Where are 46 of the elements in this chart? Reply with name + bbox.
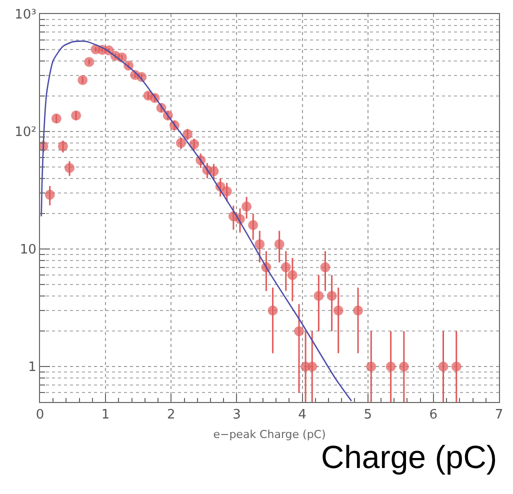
point [64,162,75,173]
text: Charge (pC) [321,439,498,475]
point [386,362,396,372]
x-tick-label: 3 [232,408,241,423]
point [451,362,462,372]
point [78,75,88,86]
y-tick-label: 10³ [14,8,36,23]
point [280,262,291,272]
point [320,262,330,272]
point [287,270,298,280]
point [248,220,258,230]
point [242,202,252,212]
point [189,139,200,150]
point [58,141,68,152]
point [366,362,376,372]
point [268,306,278,316]
x-tick-label: 6 [429,408,438,423]
x-tick-label: 2 [167,408,176,423]
point [51,114,62,124]
point [176,138,186,148]
point [326,290,337,301]
point [307,362,318,372]
point [333,306,344,316]
point [71,110,82,120]
x-tick-label: 5 [364,408,372,423]
point [438,362,448,372]
point [208,166,219,176]
line-series [40,40,352,402]
x-tick-label: 4 [298,408,306,423]
point [314,290,324,301]
point [182,129,193,140]
x-tick-label: 1 [101,408,110,423]
point [254,239,265,250]
y-tick-label: 10² [14,125,36,140]
y-tick-label: 10 [20,242,36,258]
point [84,56,94,67]
x-tick-label: 0 [36,408,44,423]
point [398,362,409,372]
x-tick-label: 7 [494,408,504,423]
point [222,186,232,196]
point [274,239,284,250]
point [353,306,364,316]
y-tick-label: 1 [28,360,36,376]
point [294,326,304,336]
x-axis-title: e−peak Charge (pC) [213,428,326,441]
point [44,190,55,200]
